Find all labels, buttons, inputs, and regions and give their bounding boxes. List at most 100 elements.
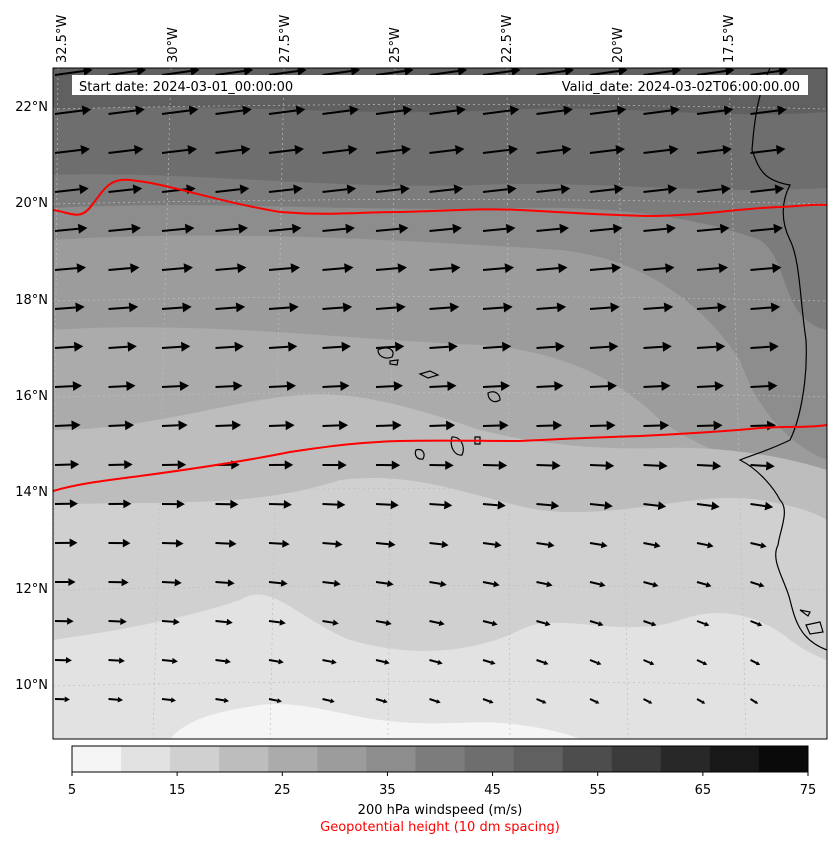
wind-arrow [215, 184, 250, 195]
wind-arrow [322, 460, 347, 470]
wind-arrow [429, 620, 445, 627]
colorbar-swatch [268, 746, 318, 772]
wind-arrow [589, 659, 602, 666]
wind-arrow [482, 381, 510, 391]
wind-arrow [750, 223, 783, 234]
wind-arrow [536, 145, 572, 155]
wind-arrow [429, 184, 464, 195]
wind-arrow [482, 341, 512, 352]
colorbar-swatch [758, 746, 809, 772]
wind-arrow [268, 145, 304, 155]
wind-arrow [643, 302, 674, 313]
wind-arrow [482, 302, 513, 313]
wind-arrow [322, 579, 341, 587]
wind-arrow [375, 302, 406, 313]
wind-arrow [161, 263, 193, 274]
wind-arrow [108, 184, 143, 195]
wind-arrow [749, 698, 759, 704]
wind-arrow [750, 501, 774, 511]
wind-arrow [589, 145, 625, 155]
wind-arrow [54, 420, 81, 431]
wind-arrow [750, 145, 786, 155]
wind-arrow [696, 145, 732, 155]
colorbar-swatch [415, 746, 466, 772]
lon-label: 22.5°W [500, 15, 515, 63]
wind-arrow [161, 618, 180, 626]
wind-arrow [375, 105, 413, 116]
wind-arrow [108, 341, 137, 352]
wind-arrow [429, 68, 468, 76]
graticule [53, 68, 827, 739]
wind-arrow [54, 302, 85, 313]
wind-arrow [322, 698, 335, 704]
colorbar-swatch [709, 746, 760, 772]
wind-arrow [536, 420, 563, 431]
wind-arrow [750, 105, 787, 116]
wind-arrow [536, 381, 564, 391]
wind-arrow [268, 658, 284, 665]
wind-arrow [643, 581, 659, 588]
wind-arrow [589, 581, 606, 588]
lon-label: 32.5°W [55, 15, 70, 63]
wind-arrow [750, 461, 775, 471]
wind-arrow [643, 620, 657, 627]
colorbar-tick-label: 75 [800, 783, 817, 798]
wind-arrow [643, 420, 670, 431]
wind-arrow [161, 460, 187, 470]
wind-arrow [215, 420, 242, 431]
wind-arrow [108, 68, 147, 76]
wind-arrow [54, 617, 74, 625]
wind-arrow [54, 538, 78, 548]
wind-arrow [161, 499, 185, 509]
wind-arrow [482, 698, 494, 704]
wind-arrow [750, 542, 767, 549]
wind-arrow [536, 223, 569, 234]
wind-arrow [375, 381, 403, 391]
longitude-labels: 32.5°W 30°W 27.5°W 25°W 22.5°W 20°W 17.5… [55, 15, 737, 63]
wind-arrow [482, 541, 502, 549]
wind-arrow [215, 499, 239, 509]
wind-arrow [215, 223, 248, 234]
wind-arrow [696, 659, 708, 666]
wind-arrow [589, 341, 619, 352]
wind-arrow [375, 263, 407, 274]
wind-arrow [375, 420, 402, 431]
wind-arrow [536, 620, 551, 627]
wind-arrow [696, 581, 712, 588]
wind-arrow [215, 579, 235, 587]
wind-arrow [482, 500, 506, 510]
wind-arrow [108, 263, 140, 274]
wind-arrow [643, 223, 676, 234]
colorbar-swatch [121, 746, 171, 772]
wind-arrow [215, 263, 247, 274]
wind-arrow [55, 578, 76, 586]
wind-arrow [161, 145, 197, 155]
wind-arrow [161, 539, 184, 548]
map-frame [52, 67, 828, 740]
wind-arrow [482, 460, 508, 470]
lat-label: 12°N [15, 582, 48, 597]
wind-arrow [54, 68, 93, 76]
wind-arrow [750, 581, 765, 588]
wind-arrow [536, 105, 573, 116]
lat-label: 14°N [15, 485, 48, 500]
wind-arrow [322, 381, 350, 391]
wind-arrow [536, 263, 568, 274]
wind-arrow [643, 541, 661, 549]
wind-arrow [54, 341, 84, 352]
colorbar-tick-label: 65 [695, 783, 712, 798]
wind-arrow [54, 145, 90, 155]
colorbar-tick-label: 45 [484, 783, 501, 798]
wind-arrow [696, 68, 735, 76]
wind-arrow [268, 460, 294, 470]
wind-arrow [643, 461, 668, 471]
wind-arrow [696, 542, 714, 549]
wind-arrow [696, 105, 734, 116]
colorbar-swatch [611, 746, 662, 772]
wind-arrow [429, 540, 449, 549]
wind-arrow [322, 68, 361, 76]
wind-arrow [429, 302, 460, 313]
wind-arrow [375, 659, 390, 665]
start-date-label: Start date: 2024-03-01_00:00:00 [79, 80, 293, 95]
wind-arrow [643, 68, 682, 76]
